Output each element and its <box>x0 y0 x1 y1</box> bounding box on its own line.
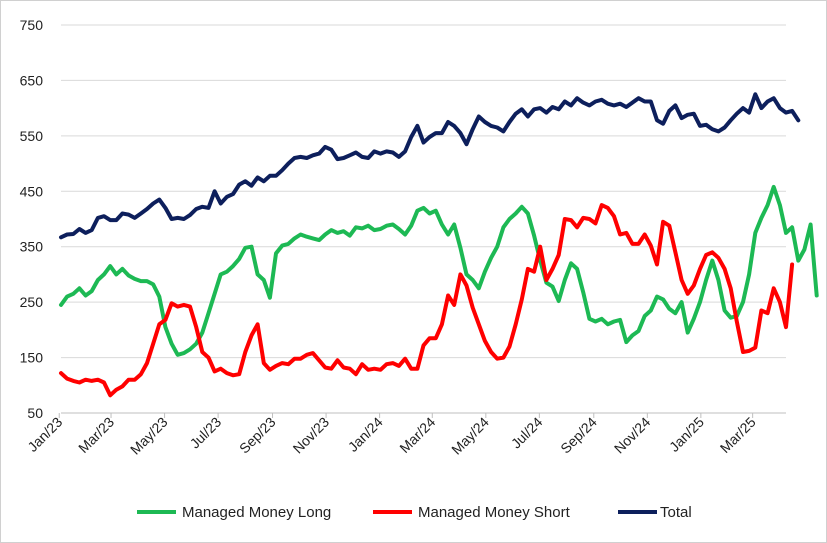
x-axis: Jan/23 Mar/23 May/23 Jul/23 Sep/23 Nov/23 Jan/… <box>24 412 786 458</box>
legend: Managed Money Long Managed Money Short Tot… <box>137 504 692 521</box>
x-tick-label: Mar/23 <box>75 414 117 456</box>
x-tick-label: May/24 <box>448 414 492 458</box>
y-tick-label: 550 <box>20 128 44 144</box>
y-tick-label: 250 <box>20 294 44 310</box>
x-tick-label: Jul/24 <box>508 414 546 452</box>
x-tick-label: Nov/23 <box>290 414 333 457</box>
y-tick-label: 650 <box>20 72 44 88</box>
x-tick-label: Jan/24 <box>345 414 386 455</box>
x-tick-label: Jul/23 <box>187 414 225 452</box>
series-line-total <box>59 92 801 240</box>
x-tick-label: Nov/24 <box>611 414 654 457</box>
legend-label: Total <box>660 504 692 521</box>
x-tick-label: May/23 <box>127 414 171 458</box>
x-tick-label: Sep/23 <box>236 414 279 457</box>
x-tick-label: Mar/25 <box>717 414 759 456</box>
y-tick-label: 750 <box>20 17 44 33</box>
y-tick-label: 450 <box>20 183 44 199</box>
x-tick-label: Sep/24 <box>557 414 600 457</box>
y-tick-label: 350 <box>20 239 44 255</box>
legend-label: Managed Money Long <box>182 504 331 521</box>
series-line-managed-money-short <box>59 203 795 398</box>
y-axis-ticks: 50 150 250 350 450 550 650 750 <box>20 17 44 421</box>
legend-label: Managed Money Short <box>418 504 571 521</box>
x-tick-label: Mar/24 <box>396 414 438 456</box>
y-tick-label: 150 <box>20 350 44 366</box>
x-tick-label: Jan/25 <box>666 414 707 455</box>
series-lines <box>59 92 819 398</box>
series-line-managed-money-long <box>59 184 819 357</box>
y-tick-label: 50 <box>27 405 43 421</box>
